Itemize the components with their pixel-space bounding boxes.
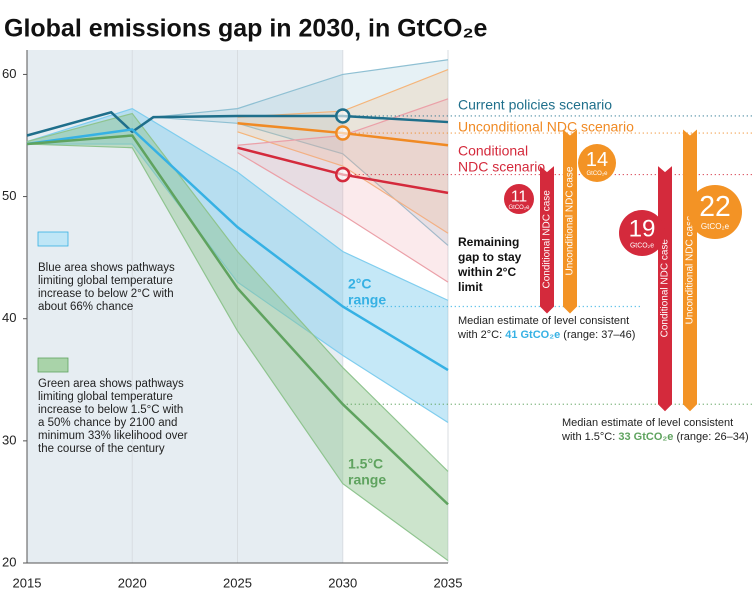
legend-note: the course of the century	[38, 443, 165, 455]
legend-note: a 50% chance by 2100 and	[38, 417, 177, 429]
gap-bar-label: Unconditional NDC case	[685, 215, 696, 324]
median-note-part: with 1.5°C:	[561, 431, 618, 443]
legend-note: Green area shows pathways	[38, 378, 184, 390]
gap-badge	[504, 184, 534, 214]
band-edge	[27, 143, 449, 424]
series-label: 2°C	[348, 276, 372, 292]
median-note-value: 33 GtCO₂e	[618, 431, 673, 443]
median-note-value: 41 GtCO₂e	[505, 329, 560, 341]
legend-note: about 66% chance	[38, 301, 133, 313]
legend-note: increase to below 1.5°C with	[38, 404, 183, 416]
chart-title: Global emissions gap in 2030, in GtCO₂e	[4, 15, 488, 43]
scenario-marker	[335, 108, 351, 124]
median-note-part: (range: 26–34)	[673, 431, 748, 443]
band-edge	[26, 112, 449, 472]
median-note-part: (range: 37–46)	[560, 329, 635, 341]
range-band	[237, 98, 448, 283]
series-label: 1.5°C	[348, 456, 383, 472]
x-tick-label: 2015	[13, 575, 42, 590]
series-label: range	[348, 292, 386, 308]
scenario-marker	[335, 166, 351, 183]
gap-bar	[563, 129, 577, 314]
gap-note: gap to stay	[458, 250, 522, 264]
gap-bar-label: Conditional NDC case	[542, 190, 553, 289]
y-tick-label: 60	[2, 66, 16, 81]
median-note: Median estimate of level consistent	[458, 315, 629, 327]
legend-note: limiting global temperature	[38, 275, 173, 287]
band-edge	[26, 107, 449, 301]
gap-value: 14	[586, 149, 608, 171]
gap-unit: GtCO₂e	[701, 222, 730, 231]
gap-value: 22	[699, 191, 731, 223]
gap-bar-label: Unconditional NDC case	[565, 166, 576, 275]
gap-unit: GtCO₂e	[509, 205, 531, 211]
scenario-marker	[335, 125, 351, 141]
gap-unit: GtCO₂e	[587, 171, 609, 177]
y-tick-label: 20	[2, 554, 16, 569]
series-label: Conditional	[458, 143, 528, 159]
legend-note: increase to below 2°C with	[38, 288, 174, 300]
range-band	[153, 59, 449, 246]
series-line	[26, 128, 449, 372]
range-band	[27, 108, 448, 423]
band-edge	[153, 59, 449, 118]
x-tick-label: 2025	[223, 575, 252, 590]
legend-swatch	[37, 231, 69, 247]
median-note-part: with 2°C:	[457, 329, 505, 341]
y-tick-label: 40	[2, 310, 16, 325]
gap-note: limit	[458, 280, 483, 294]
median-note: with 1.5°C: 33 GtCO₂e (range: 26–34)	[561, 431, 749, 443]
series-label: NDC scenario	[458, 159, 545, 175]
range-band	[237, 69, 448, 234]
legend-note: minimum 33% likelihood over	[38, 430, 188, 442]
gap-badge	[619, 210, 665, 256]
y-tick-label: 50	[2, 188, 16, 203]
series-line	[26, 134, 449, 506]
gap-value: 19	[629, 216, 656, 243]
median-note: with 2°C: 41 GtCO₂e (range: 37–46)	[457, 329, 635, 341]
gap-value: 11	[511, 188, 527, 205]
legend-note: Blue area shows pathways	[38, 262, 175, 274]
y-tick-label: 30	[2, 432, 16, 447]
band-edge	[237, 152, 449, 283]
range-band	[27, 113, 448, 561]
x-tick-label: 2035	[434, 575, 463, 590]
gap-bar-label: Conditional NDC case	[660, 239, 671, 338]
band-edge	[237, 131, 449, 234]
gap-unit: GtCO₂e	[630, 242, 654, 249]
legend-note: limiting global temperature	[38, 391, 173, 403]
series-label: Current policies scenario	[458, 97, 612, 113]
gap-badge	[578, 144, 616, 182]
x-tick-label: 2020	[118, 575, 147, 590]
series-label: range	[348, 472, 386, 488]
legend-swatch	[37, 357, 69, 373]
gap-bar	[540, 166, 554, 314]
x-tick-label: 2030	[328, 575, 357, 590]
gap-badge	[688, 185, 742, 239]
median-note: Median estimate of level consistent	[562, 417, 733, 429]
gap-note: within 2°C	[457, 265, 516, 279]
series-label: Unconditional NDC scenario	[458, 119, 634, 135]
gap-note: Remaining	[458, 235, 519, 249]
band-edge	[26, 143, 449, 562]
